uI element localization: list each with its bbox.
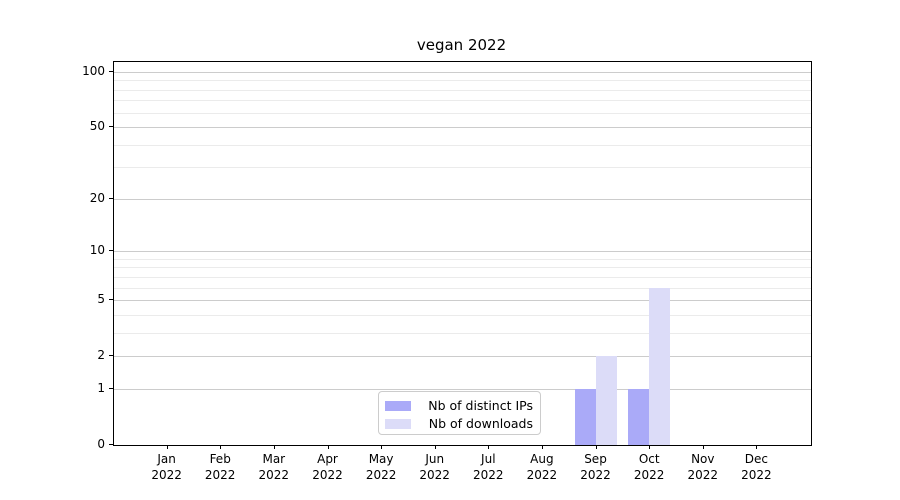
x-tick-label: May 2022: [365, 452, 397, 482]
gridline-minor: [114, 332, 811, 334]
gridline-major: [114, 71, 811, 73]
legend-label: Nb of distinct IPs: [428, 398, 533, 413]
gridline-minor: [114, 144, 811, 146]
gridline-minor: [114, 287, 811, 289]
x-tick-mark: [220, 445, 222, 449]
x-tick-mark: [434, 445, 436, 449]
y-tick-label: 1: [97, 380, 105, 395]
bar-nb-of-downloads-oct-2022: [649, 287, 671, 445]
bar-nb-of-downloads-sep-2022: [595, 356, 617, 445]
x-tick-mark: [166, 445, 168, 449]
x-tick-label: Jun 2022: [419, 452, 450, 482]
x-tick-mark: [327, 445, 329, 449]
legend-swatch-nb-of-distinct-ips: [385, 400, 411, 411]
bar-nb-of-distinct-ips-sep-2022: [574, 388, 596, 445]
y-tick-label: 20: [89, 190, 105, 205]
x-tick-label: Sep 2022: [580, 452, 611, 482]
gridline-major: [114, 356, 811, 358]
x-tick-mark: [488, 445, 490, 449]
y-tick-label: 100: [82, 63, 105, 78]
x-tick-mark: [273, 445, 275, 449]
gridline-minor: [114, 80, 811, 82]
legend-label: Nb of downloads: [428, 416, 533, 431]
legend-entry: Nb of distinct IPs: [385, 397, 533, 414]
plot-area: Nb of distinct IPs Nb of downloads: [113, 61, 812, 446]
x-tick-mark: [381, 445, 383, 449]
gridline-major: [114, 388, 811, 390]
x-tick-mark: [541, 445, 543, 449]
x-tick-label: Jul 2022: [473, 452, 504, 482]
x-tick-mark: [595, 445, 597, 449]
bar-nb-of-distinct-ips-oct-2022: [628, 388, 650, 445]
gridline-major: [114, 127, 811, 128]
y-tick-label: 5: [97, 292, 105, 307]
x-tick-label: Nov 2022: [687, 452, 719, 482]
x-tick-mark: [702, 445, 704, 449]
gridline-minor: [114, 258, 811, 260]
legend-entry: Nb of downloads: [385, 415, 533, 432]
x-tick-label: Mar 2022: [258, 452, 290, 482]
y-tick-mark: [109, 250, 113, 252]
gridline-minor: [114, 276, 811, 278]
legend: Nb of distinct IPs Nb of downloads: [378, 391, 541, 435]
gridline-major: [114, 251, 811, 253]
y-tick-mark: [109, 444, 113, 445]
x-tick-label: Dec 2022: [741, 452, 772, 482]
y-tick-mark: [109, 70, 113, 72]
y-tick-mark: [109, 126, 113, 127]
x-tick-label: Oct 2022: [633, 452, 665, 482]
gridline-minor: [114, 89, 811, 91]
gridline-major: [114, 198, 811, 200]
x-tick-mark: [649, 445, 651, 449]
y-tick-mark: [109, 299, 113, 301]
x-tick-mark: [756, 445, 758, 449]
gridline-minor: [114, 314, 811, 316]
x-tick-label: Feb 2022: [204, 452, 236, 482]
gridline-major: [114, 300, 811, 302]
y-tick-mark: [109, 355, 113, 357]
gridline-minor: [114, 100, 811, 102]
y-tick-label: 10: [89, 243, 105, 258]
gridline-minor: [114, 267, 811, 269]
y-tick-label: 0: [97, 437, 105, 451]
legend-swatch-nb-of-downloads: [385, 418, 411, 429]
gridline-minor: [114, 167, 811, 169]
gridline-minor: [114, 112, 811, 114]
chart-title: vegan 2022: [416, 36, 507, 54]
y-tick-label: 2: [97, 348, 105, 363]
x-tick-label: Aug 2022: [526, 452, 558, 482]
y-tick-label: 50: [89, 119, 105, 133]
x-tick-label: Apr 2022: [312, 452, 343, 482]
y-tick-mark: [109, 197, 113, 199]
y-tick-mark: [109, 387, 113, 389]
x-tick-label: Jan 2022: [151, 452, 182, 482]
